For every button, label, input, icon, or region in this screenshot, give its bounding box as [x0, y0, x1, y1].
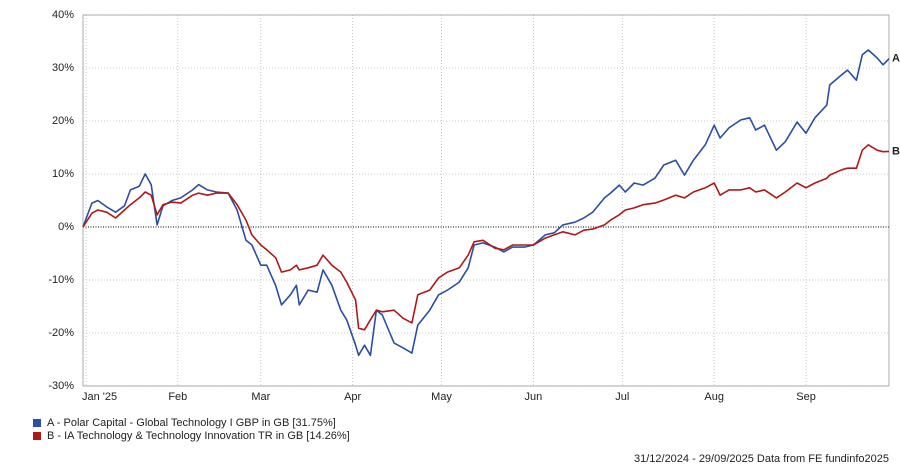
x-tick-label: May — [431, 391, 452, 403]
y-tick-label: -30% — [48, 380, 74, 392]
y-tick-label: 10% — [52, 168, 74, 180]
y-tick-label: 40% — [52, 9, 74, 21]
legend-swatch — [33, 419, 41, 427]
end-label: A — [892, 53, 900, 65]
y-tick-label: 0% — [58, 221, 74, 233]
y-tick-label: -20% — [48, 327, 74, 339]
x-tick-label: Apr — [344, 391, 361, 403]
y-tick-label: 20% — [52, 115, 74, 127]
x-tick-label: Jan '25 — [82, 391, 117, 403]
x-tick-label: Feb — [168, 391, 187, 403]
legend-label: B - IA Technology & Technology Innovatio… — [47, 430, 350, 442]
y-tick-label: -10% — [48, 274, 74, 286]
y-tick-label: 30% — [52, 62, 74, 74]
x-tick-label: Aug — [704, 391, 724, 403]
x-tick-label: Jun — [525, 391, 543, 403]
x-tick-label: Mar — [251, 391, 270, 403]
series-line — [82, 49, 890, 357]
plot-frame — [82, 14, 890, 387]
series-line — [82, 144, 890, 331]
x-tick-label: Jul — [615, 391, 629, 403]
source-note: 31/12/2024 - 29/09/2025 Data from FE fun… — [634, 453, 889, 465]
legend-label: A - Polar Capital - Global Technology I … — [47, 417, 336, 429]
end-label: B — [892, 145, 900, 157]
legend-swatch — [33, 432, 41, 440]
x-tick-label: Sep — [796, 391, 816, 403]
